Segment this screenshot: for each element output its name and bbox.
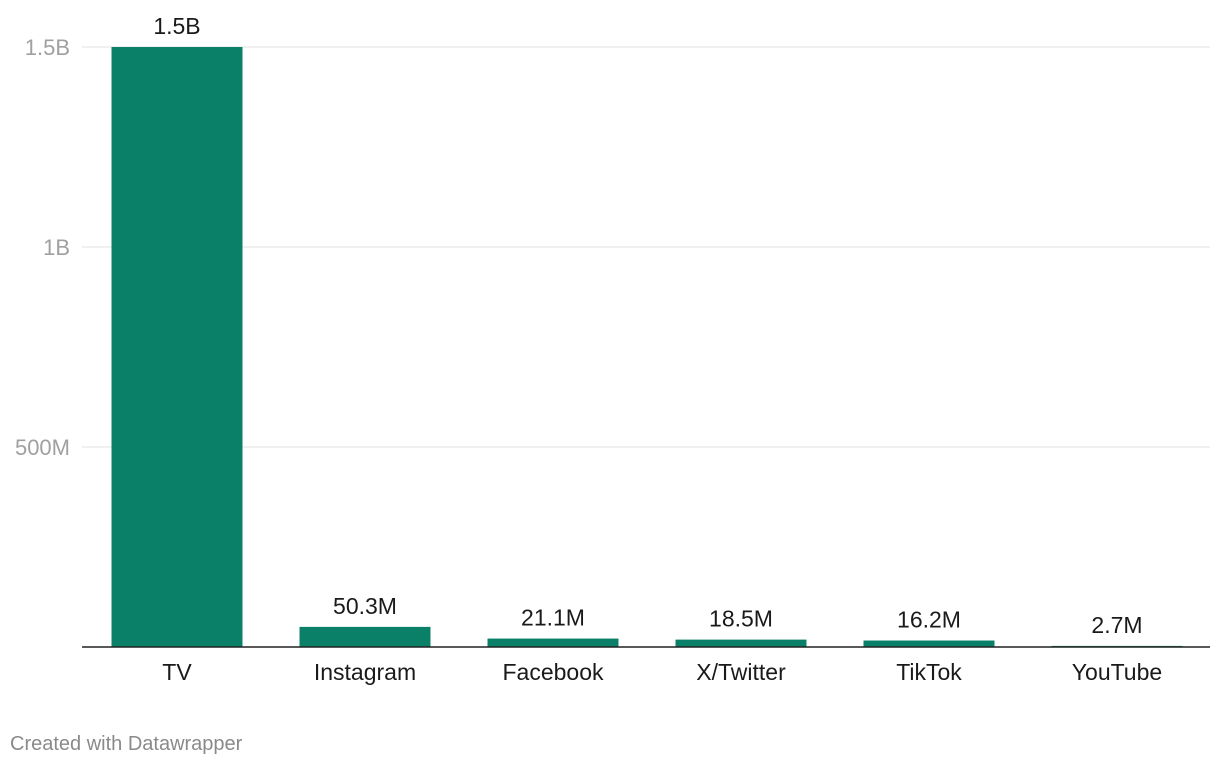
footer-credit: Created with Datawrapper bbox=[10, 733, 243, 755]
y-axis-ticks: 1.5B 1B 500M bbox=[15, 35, 70, 460]
bar-value-label: 1.5B bbox=[153, 13, 200, 39]
x-category-label: Facebook bbox=[502, 659, 604, 685]
y-tick-label: 500M bbox=[15, 435, 70, 460]
grid-layer bbox=[82, 46, 1210, 448]
y-tick-label: 1B bbox=[43, 235, 70, 260]
x-category-label: YouTube bbox=[1072, 659, 1162, 685]
bar-value-label: 2.7M bbox=[1091, 612, 1142, 638]
x-category-label: Instagram bbox=[314, 659, 416, 685]
value-labels: 1.5B 50.3M 21.1M 18.5M 16.2M 2.7M bbox=[153, 13, 1142, 638]
bar bbox=[487, 638, 619, 647]
bar bbox=[863, 640, 995, 647]
y-tick-label: 1.5B bbox=[25, 35, 70, 60]
x-axis-labels: TV Instagram Facebook X/Twitter TikTok YouTub… bbox=[162, 659, 1162, 685]
bar-value-label: 21.1M bbox=[521, 605, 585, 631]
bar bbox=[111, 47, 243, 647]
bars bbox=[111, 47, 1183, 647]
x-category-label: TV bbox=[162, 659, 192, 685]
bar bbox=[299, 626, 431, 647]
bar-value-label: 16.2M bbox=[897, 607, 961, 633]
bar-value-label: 18.5M bbox=[709, 606, 773, 632]
x-category-label: TikTok bbox=[896, 659, 962, 685]
x-category-label: X/Twitter bbox=[696, 659, 786, 685]
bar bbox=[675, 639, 807, 647]
bar-value-label: 50.3M bbox=[333, 593, 397, 619]
